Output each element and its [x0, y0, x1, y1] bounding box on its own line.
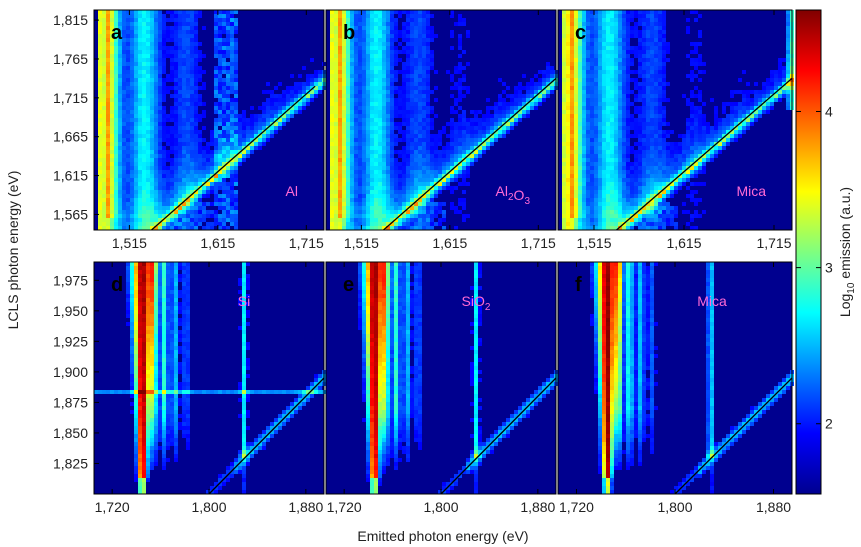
- x-tick-label: 1,720: [559, 499, 594, 515]
- x-tick-label: 1,615: [666, 235, 701, 251]
- material-label: Mica: [697, 293, 727, 309]
- x-tick-label: 1,720: [327, 499, 362, 515]
- material-label: Si: [238, 293, 250, 309]
- panel-letter: d: [111, 274, 123, 296]
- y-tick-label: 1,665: [53, 129, 88, 145]
- elastic-diagonal-line: [208, 377, 325, 495]
- panel-f: f Mica 1,720 1,800 1,880: [557, 261, 794, 515]
- panel-letter: b: [343, 22, 355, 44]
- elastic-diagonal-line: [383, 77, 557, 231]
- panel-d: d Si 1,720 1,800 1,880 1,825 1,850 1,875 1,900 1,…: [53, 261, 326, 515]
- x-tick-label: 1,715: [756, 235, 791, 251]
- x-tick-label: 1,515: [112, 235, 147, 251]
- x-tick-label: 1,720: [95, 499, 130, 515]
- y-axis-title: LCLS photon energy (eV): [5, 171, 21, 330]
- x-tick-label: 1,615: [200, 235, 235, 251]
- x-tick-label: 1,880: [288, 499, 323, 515]
- colorbar-tick-label: 4: [825, 103, 833, 119]
- colorbar-gradient: [795, 9, 822, 495]
- x-tick-label: 1,880: [520, 499, 555, 515]
- y-tick-label: 1,900: [53, 364, 88, 380]
- panel-letter: c: [575, 22, 586, 44]
- x-tick-label: 1,515: [576, 235, 611, 251]
- y-tick-label: 1,925: [53, 333, 88, 349]
- x-tick-label: 1,715: [289, 235, 324, 251]
- panel-letter: e: [343, 274, 354, 296]
- panel-frame: [557, 9, 793, 231]
- heatmap-cells: [98, 10, 326, 230]
- panel-a: a Al 1,515 1,615 1,715 1,565 1,615 1,665 1,715 1,…: [53, 9, 326, 251]
- material-label: Mica: [736, 183, 766, 199]
- heatmap-cells: [562, 10, 794, 230]
- x-tick-label: 1,515: [344, 235, 379, 251]
- x-tick-label: 1,715: [521, 235, 556, 251]
- material-label: Al: [286, 183, 298, 199]
- x-tick-label: 1,800: [191, 499, 226, 515]
- colorbar-tick-label: 3: [825, 260, 833, 276]
- panel-grid: a Al 1,515 1,615 1,715 1,565 1,615 1,665 1,715 1,…: [53, 9, 794, 515]
- y-tick-label: 1,715: [53, 90, 88, 106]
- y-tick-label: 1,875: [53, 394, 88, 410]
- heatmap-cells: [590, 262, 794, 494]
- elastic-diagonal-line: [151, 85, 316, 231]
- y-tick-label: 1,850: [53, 425, 88, 441]
- y-tick-label: 1,825: [53, 455, 88, 471]
- colorbar: 2 3 4 Log10 emission (a.u.): [795, 9, 857, 495]
- elastic-diagonal-line: [440, 377, 557, 495]
- panel-letter: f: [575, 274, 582, 296]
- panel-frame: [93, 9, 325, 231]
- x-tick-label: 1,615: [432, 235, 467, 251]
- colorbar-ticks: 2 3 4: [796, 103, 833, 432]
- panel-frame: [325, 9, 557, 231]
- material-label: SiO2: [462, 293, 491, 313]
- x-tick-label: 1,800: [657, 499, 692, 515]
- y-tick-label: 1,975: [53, 272, 88, 288]
- panel-c: c Mica 1,515 1,615 1,715: [557, 9, 794, 251]
- y-tick-label: 1,815: [53, 12, 88, 28]
- panel-b: b Al2O3 1,515 1,615 1,715: [325, 9, 558, 251]
- y-tick-label: 1,950: [53, 303, 88, 319]
- elastic-diagonal-line: [674, 377, 793, 495]
- heatmap-cells: [358, 262, 558, 494]
- material-label: Al2O3: [496, 183, 531, 207]
- x-axis-title: Emitted photon energy (eV): [357, 528, 528, 544]
- colorbar-tick-label: 2: [825, 416, 833, 432]
- y-tick-label: 1,615: [53, 168, 88, 184]
- colorbar-label: Log10 emission (a.u.): [837, 187, 857, 317]
- panel-letter: a: [111, 22, 123, 44]
- heatmap-cells: [94, 262, 326, 494]
- y-tick-label: 1,765: [53, 51, 88, 67]
- x-tick-label: 1,800: [423, 499, 458, 515]
- x-tick-label: 1,880: [756, 499, 791, 515]
- elastic-diagonal-line: [616, 77, 793, 231]
- panel-e: e SiO2 1,720 1,800 1,880: [325, 261, 558, 515]
- y-tick-label: 1,565: [53, 206, 88, 222]
